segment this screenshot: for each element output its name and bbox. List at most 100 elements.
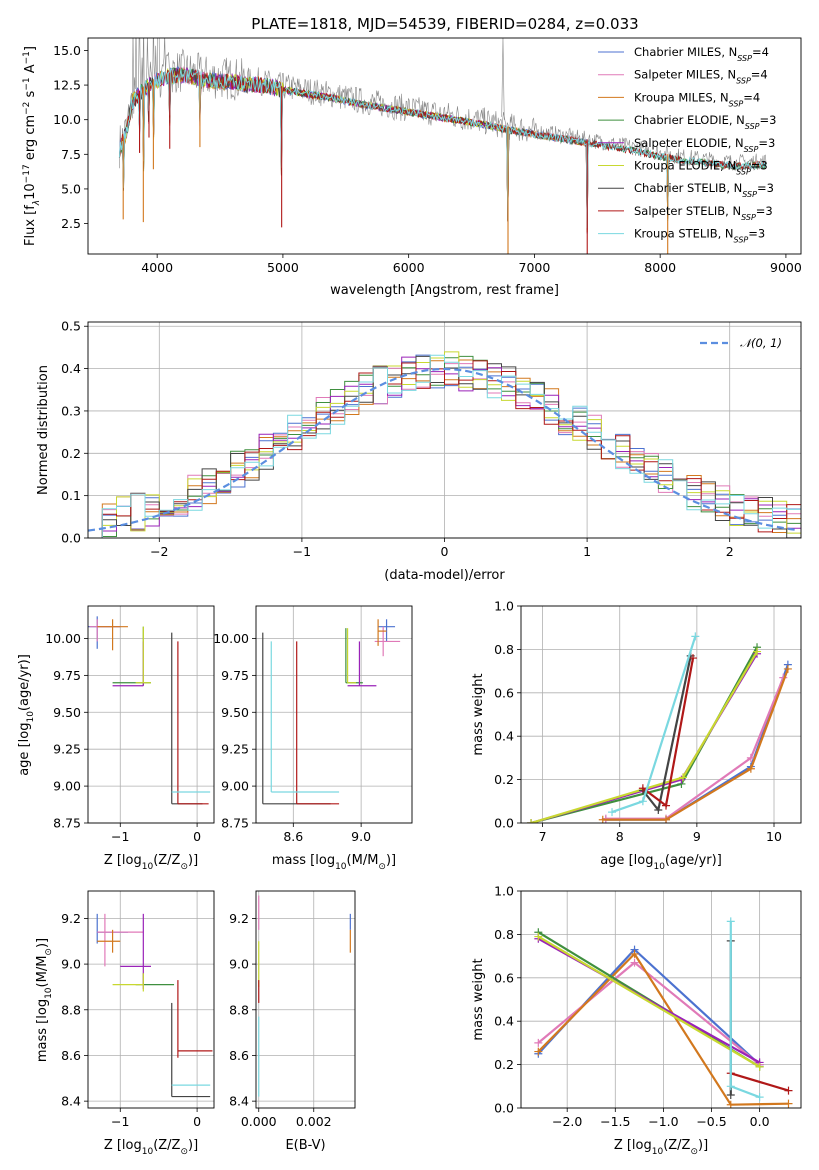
legend-label-sub: SSP [729,99,744,108]
y-tick-label: 15.0 [53,43,81,58]
series-line-kroupa_miles [537,952,789,1106]
y-label-part: s [23,90,38,101]
legend-label-sub: SSP [741,212,756,221]
legend-label-sub: SSP [742,190,757,199]
series-marker-kroupa_stelib [726,917,735,926]
y-tick-label: 9.00 [221,779,249,794]
axes-frame [87,321,802,539]
y-tick-label: 10.0 [53,112,81,127]
legend-label-tail: =4 [751,68,768,82]
legend-label: Salpeter ELODIE, NSSP=3 [634,136,775,154]
axes-frame [255,890,356,1109]
x-tick-label: 8000 [644,260,676,275]
label-part: 10 [142,862,154,872]
label-part: (M/M [35,956,50,988]
series-marker-kroupa_elodie [534,932,543,941]
legend-label-main: Salpeter ELODIE, N [634,136,744,150]
x-tick-label: −0.5 [696,1114,726,1129]
series-marker-chabrier_stelib [726,1090,735,1099]
axes-frame [87,890,215,1109]
y-tick-label: 8.6 [229,1048,249,1063]
label-part: E(B-V) [285,1138,325,1153]
x-tick-label: −1 [111,1114,129,1129]
y-axis-label: mass weight [471,958,486,1040]
legend-label-tail: =3 [757,181,774,195]
legend-label-tail: =3 [748,227,765,241]
legend-label-main: Chabrier MILES, N [634,45,737,59]
plot-area [88,616,211,805]
y-tick-label: 9.50 [221,705,249,720]
y-label-part: λ [32,200,42,206]
y-tick-label: 9.0 [229,957,249,972]
y-tick-label: 8.6 [61,1048,81,1063]
series-line-kroupa_elodie [537,935,761,1068]
plot-area [118,38,768,254]
legend-label: Kroupa STELIB, NSSP=3 [634,227,765,245]
legend-label-main: Salpeter MILES, N [634,68,736,82]
y-tick-label: 0.4 [61,361,81,376]
x-tick-label: −1.5 [600,1114,630,1129]
series-marker-kroupa_stelib [755,1093,764,1102]
series-marker-salpeter_stelib [784,1086,793,1095]
grid [88,891,214,1108]
ticks: −1 0 8.4 8.6 8.8 9.0 9.2 [61,911,201,1129]
x-axis-label: Z [log10(Z/Z⊙)] [104,1138,198,1157]
y-tick-label: 7.5 [61,147,81,162]
x-tick-label: 8.6 [283,829,303,844]
series-marker-kroupa_stelib [691,632,700,641]
plot-area [88,351,801,538]
x-tick-label: 9.0 [351,829,371,844]
legend-label-tail: =3 [760,113,777,127]
legend-label-tail: =4 [752,45,769,59]
legend-label: Kroupa MILES, NSSP=4 [634,90,760,108]
label-part: mass [log [272,853,335,868]
y-tick-label: 9.25 [53,742,81,757]
axes-frame [520,890,802,1109]
grid [521,605,801,824]
x-tick-label: 7 [539,829,547,844]
legend-label-sub: SSP [737,54,752,63]
ticks: 4000 5000 6000 7000 8000 9000 2.5 5.0 7.5 10.0 12.… [53,43,802,275]
observed-spectrum-line [119,38,768,172]
x-tick-label: −1 [111,829,129,844]
series-marker-salpeter_miles [534,1038,543,1047]
label-part: (age/yr)] [17,654,32,711]
series-marker-kroupa_miles [662,815,671,823]
y-tick-label: 0.0 [61,531,81,546]
panel-spectrum: 4000 5000 6000 7000 8000 9000 2.5 5.0 7.5 10.0 12.… [22,37,802,298]
legend-label-sub: SSP [736,167,751,176]
ticks: −2.0 −1.5 −1.0 −0.5 0.0 0.0 0.2 0.4 0.6 0.8 1.0 [494,884,769,1130]
label-part: (Z/Z [663,1138,690,1153]
x-tick-label: 8 [616,829,624,844]
y-tick-label: 9.00 [53,779,81,794]
series-marker-salpeter_stelib [638,784,647,793]
label-part: 10 [142,1147,154,1157]
y-tick-label: 9.50 [53,705,81,720]
legend-label: Kroupa ELODIE, NSSP=3 [634,159,768,177]
solar-symbol: ⊙ [180,1147,188,1157]
series-marker-kroupa_miles [534,1047,543,1056]
label-part: mass [log [35,999,50,1062]
legend-label: 𝒩(0, 1) [740,336,782,350]
y-label-part: −1 [22,77,32,90]
axes-frame [520,605,802,824]
x-tick-label: 0 [193,829,201,844]
y-tick-label: 0.8 [494,642,514,657]
y-axis-label: mass [log10(M/M⊙)] [35,938,54,1062]
model-spectrum-kroupa_stelib [118,67,767,229]
x-tick-label: 4000 [141,260,173,275]
y-tick-label: 9.0 [61,957,81,972]
y-tick-label: 0.0 [494,816,514,831]
label-part: 10 [652,1147,664,1157]
legend-label-tail: =3 [751,159,768,173]
y-tick-label: 8.8 [229,1002,249,1017]
y-tick-label: 0.4 [494,1014,514,1029]
gaussian-curve [88,367,799,532]
y-tick-label: 2.5 [61,216,81,231]
legend-label-tail: =3 [756,204,773,218]
y-tick-label: 9.25 [221,742,249,757]
y-axis-label: Normed distribution [36,365,51,495]
